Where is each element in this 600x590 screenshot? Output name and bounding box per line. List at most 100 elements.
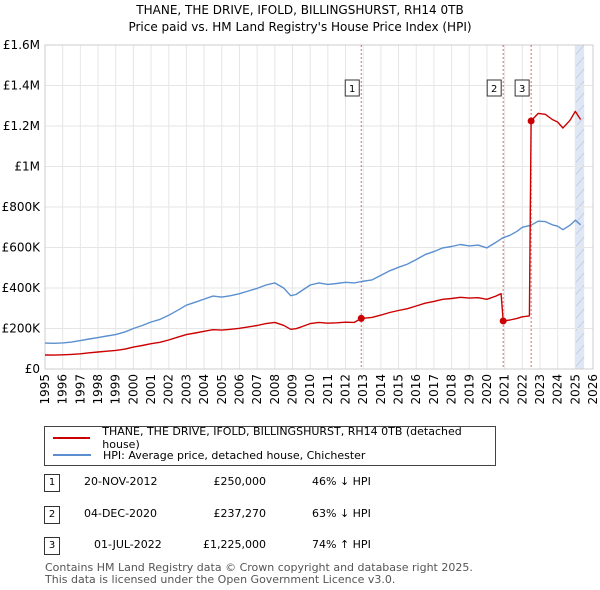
x-tick-label: 2012 — [339, 374, 353, 405]
transaction-price: £250,000 — [213, 475, 267, 488]
x-tick-label: 2002 — [162, 374, 176, 405]
x-tick-label: 2018 — [445, 374, 459, 405]
forecast-hatch — [575, 260, 585, 272]
x-tick-label: 2003 — [179, 374, 193, 405]
x-tick-label: 1995 — [38, 374, 52, 405]
forecast-hatch — [575, 56, 585, 68]
forecast-hatch — [575, 320, 585, 332]
forecast-hatch — [575, 68, 585, 80]
sale-label-box — [514, 79, 530, 97]
footer-copyright: Contains HM Land Registry data © Crown c… — [45, 561, 473, 574]
x-tick-label: 1999 — [109, 374, 123, 405]
y-tick-label: £200K — [2, 322, 42, 336]
y-tick-label: £1.2M — [3, 119, 40, 133]
forecast-hatch — [575, 344, 585, 356]
x-tick-label: 2013 — [356, 374, 370, 405]
x-tick-label: 1998 — [91, 374, 105, 405]
legend: THANE, THE DRIVE, IFOLD, BILLINGSHURST, … — [44, 425, 496, 466]
transaction-hpi: 63% ↓ HPI — [312, 507, 371, 520]
sale-label-box — [486, 79, 502, 97]
chart-plot: £0 £200K £400K £600K £800K £1M £1.2M £1.4M £1.6M… — [2, 38, 600, 405]
hpi-line — [44, 219, 582, 344]
x-tick-label: 2011 — [321, 374, 335, 405]
legend-swatch-hpi — [53, 454, 91, 456]
y-tick-label: £400K — [2, 281, 42, 295]
transaction-hpi: 74% ↑ HPI — [312, 538, 371, 551]
x-tick-label: 1997 — [73, 374, 87, 405]
y-tick-label: £600K — [2, 241, 42, 255]
x-tick-label: 2000 — [126, 374, 140, 405]
x-tick-label: 2022 — [515, 374, 529, 405]
x-tick-label: 2025 — [568, 374, 582, 405]
x-tick-label: 2024 — [551, 374, 565, 405]
forecast-hatch — [575, 356, 585, 368]
legend-item-hpi: HPI: Average price, detached house, Chic… — [53, 447, 365, 463]
forecast-hatch — [575, 140, 585, 152]
forecast-hatch — [575, 200, 585, 212]
transaction-marker: 1 — [44, 474, 60, 492]
x-tick-label: 2004 — [197, 374, 211, 405]
x-tick-label: 2016 — [409, 374, 423, 405]
x-tick-label: 2023 — [533, 374, 547, 405]
x-tick-label: 2017 — [427, 374, 441, 405]
x-tick-label: 2001 — [144, 374, 158, 405]
forecast-hatch — [575, 152, 585, 164]
y-tick-label: £1.6M — [3, 38, 40, 52]
forecast-hatch — [575, 92, 585, 104]
y-tick-label: £0 — [25, 362, 40, 376]
transaction-date: 04-DEC-2020 — [84, 507, 158, 520]
x-tick-label: 2014 — [374, 374, 388, 405]
y-tick-label: £1.4M — [3, 79, 40, 93]
x-tick-label: 2021 — [498, 374, 512, 405]
sale-label: 2 — [491, 84, 497, 95]
chart-subtitle: Price paid vs. HM Land Registry's House … — [128, 20, 472, 34]
y-tick-label: £800K — [2, 200, 42, 214]
sale-label: 1 — [349, 84, 355, 95]
forecast-hatch — [575, 224, 585, 236]
x-tick-label: 2008 — [268, 374, 282, 405]
sale-point — [499, 317, 507, 325]
forecast-hatch — [575, 332, 585, 344]
transaction-hpi: 46% ↓ HPI — [312, 475, 371, 488]
transaction-marker: 3 — [44, 537, 60, 555]
forecast-hatch — [575, 272, 585, 284]
x-tick-label: 2007 — [250, 374, 264, 405]
legend-swatch-property — [53, 437, 91, 439]
x-tick-label: 2015 — [392, 374, 406, 405]
transaction-date: 20-NOV-2012 — [84, 475, 158, 488]
footer-licence: This data is licensed under the Open Gov… — [45, 573, 396, 586]
sale-label-box — [344, 79, 360, 97]
sale-label: 3 — [519, 84, 525, 95]
forecast-hatch — [575, 44, 585, 56]
y-tick-label: £1M — [14, 160, 40, 174]
forecast-hatch — [575, 248, 585, 260]
forecast-hatch — [575, 188, 585, 200]
x-tick-label: 2005 — [215, 374, 229, 405]
property-price-line — [44, 110, 582, 356]
x-tick-label: 2020 — [480, 374, 494, 405]
chart-title: THANE, THE DRIVE, IFOLD, BILLINGSHURST, … — [136, 3, 464, 17]
x-tick-label: 2010 — [303, 374, 317, 405]
x-tick-label: 2019 — [462, 374, 476, 405]
legend-label-hpi: HPI: Average price, detached house, Chic… — [103, 448, 366, 462]
transaction-price: £1,225,000 — [203, 538, 266, 551]
plot-frame — [44, 44, 594, 370]
forecast-hatch — [575, 116, 585, 128]
x-tick-label: 2006 — [232, 374, 246, 405]
transaction-marker: 2 — [44, 506, 60, 524]
sale-point — [357, 314, 365, 322]
forecast-hatch — [575, 176, 585, 188]
forecast-hatch — [575, 284, 585, 296]
x-tick-label: 1996 — [56, 374, 70, 405]
sale-point — [527, 117, 535, 125]
forecast-hatch — [575, 308, 585, 320]
forecast-hatch — [575, 128, 585, 140]
transaction-date: 01-JUL-2022 — [94, 538, 162, 551]
forecast-hatch — [575, 236, 585, 248]
forecast-hatch — [575, 296, 585, 308]
legend-label-property: THANE, THE DRIVE, IFOLD, BILLINGSHURST, … — [102, 425, 462, 451]
x-tick-label: 2009 — [285, 374, 299, 405]
legend-item-property: THANE, THE DRIVE, IFOLD, BILLINGSHURST, … — [53, 425, 495, 451]
transaction-price: £237,270 — [213, 507, 267, 520]
x-tick-label: 2026 — [586, 374, 600, 405]
